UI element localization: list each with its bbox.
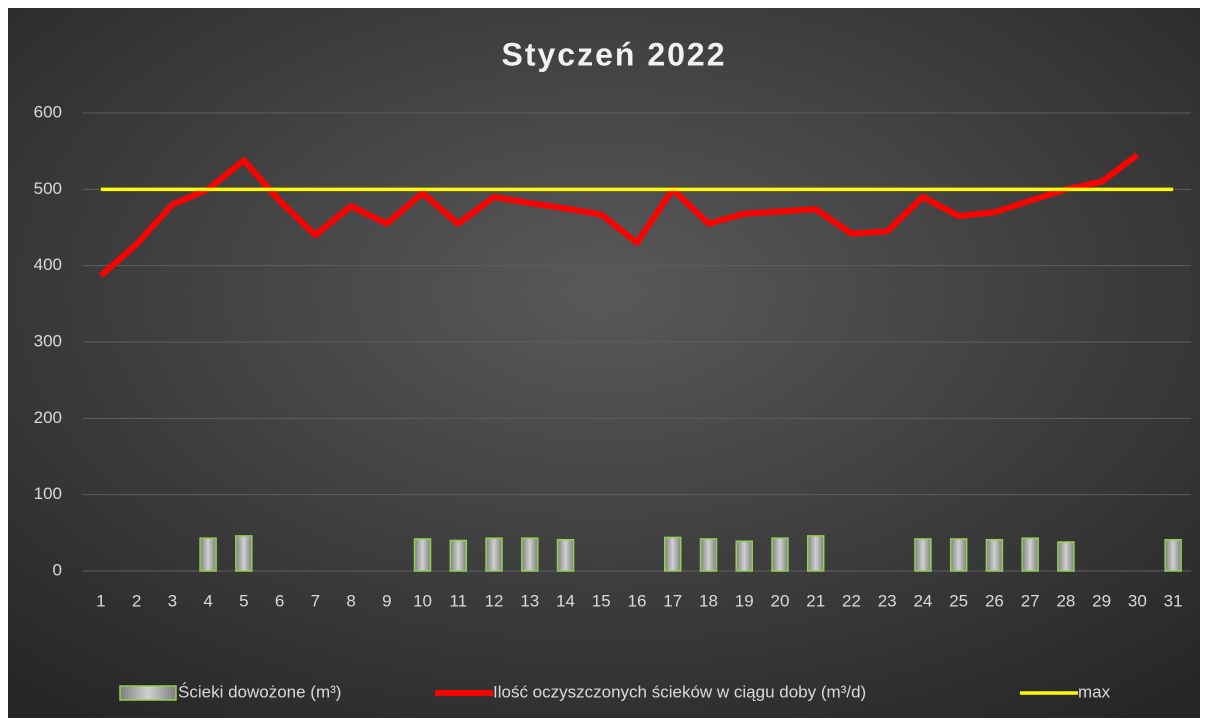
x-tick-label: 18: [699, 591, 718, 610]
bar: [1164, 538, 1182, 572]
bar: [985, 538, 1004, 572]
x-tick-label: 9: [382, 591, 391, 610]
y-tick-label: 600: [34, 102, 62, 121]
x-tick-label: 31: [1164, 591, 1183, 610]
y-tick-label: 300: [34, 331, 62, 350]
bar: [235, 535, 253, 572]
legend-label: max: [1078, 682, 1111, 701]
x-tick-label: 15: [592, 591, 611, 610]
x-tick-label: 28: [1056, 591, 1075, 610]
legend-label: Ścieki dowożone (m³): [178, 682, 341, 701]
bar: [949, 538, 968, 572]
y-tick-label: 200: [34, 408, 62, 427]
x-tick-label: 17: [663, 591, 682, 610]
bar: [771, 537, 789, 572]
x-tick-label: 27: [1021, 591, 1040, 610]
x-tick-label: 16: [628, 591, 647, 610]
x-tick-label: 5: [239, 591, 248, 610]
x-tick-label: 20: [771, 591, 790, 610]
x-tick-label: 11: [449, 591, 467, 610]
x-tick-label: 4: [203, 591, 212, 610]
bar: [806, 535, 825, 572]
bar: [521, 537, 539, 572]
bar: [1057, 541, 1075, 572]
x-tick-label: 6: [275, 591, 284, 610]
legend-swatch: [119, 685, 177, 701]
chart-title: Styczeń 2022: [501, 36, 726, 72]
x-tick-label: 26: [985, 591, 1004, 610]
bar: [914, 538, 932, 572]
bar: [485, 537, 503, 572]
bar: [556, 538, 575, 572]
x-tick-label: 7: [311, 591, 320, 610]
x-tick-label: 21: [806, 591, 825, 610]
bar: [699, 538, 718, 572]
chart-background: [8, 8, 1200, 718]
y-tick-label: 500: [34, 179, 62, 198]
x-tick-label: 13: [520, 591, 539, 610]
y-tick-label: 0: [53, 560, 62, 579]
bar: [735, 540, 753, 572]
y-tick-label: 100: [34, 484, 62, 503]
x-tick-label: 10: [413, 591, 432, 610]
x-tick-label: 1: [96, 591, 105, 610]
x-tick-label: 12: [485, 591, 504, 610]
x-tick-label: 19: [735, 591, 754, 610]
x-tick-label: 30: [1128, 591, 1147, 610]
bar: [1021, 537, 1039, 572]
x-tick-label: 2: [132, 591, 141, 610]
x-tick-label: 23: [878, 591, 897, 610]
bar: [413, 538, 432, 572]
legend-label: Ilość oczyszczonych ścieków w ciągu doby…: [493, 682, 866, 701]
x-tick-label: 29: [1092, 591, 1111, 610]
x-tick-label: 3: [168, 591, 177, 610]
x-tick-label: 24: [913, 591, 932, 610]
bar: [449, 539, 468, 572]
x-tick-label: 14: [556, 591, 575, 610]
bar: [199, 537, 217, 572]
bar: [663, 536, 682, 572]
x-tick-label: 8: [346, 591, 355, 610]
line: [98, 152, 1140, 278]
x-tick-label: 22: [842, 591, 861, 610]
x-tick-label: 25: [949, 591, 968, 610]
y-tick-label: 400: [34, 255, 62, 274]
